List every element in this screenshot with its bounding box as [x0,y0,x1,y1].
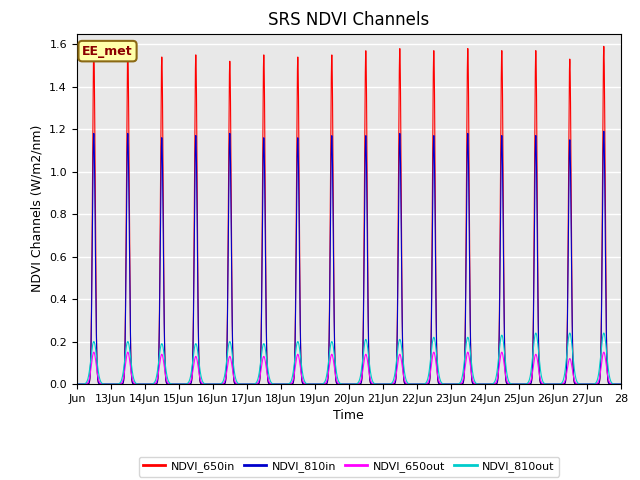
NDVI_810out [506,379,513,385]
NDVI_650out [419,381,426,387]
NDVI_810in [270,381,278,387]
NDVI_810in [100,381,108,387]
NDVI_650in [270,381,278,387]
NDVI_650out [100,381,108,387]
Line: NDVI_650in: NDVI_650in [77,47,621,384]
NDVI_810out [395,340,403,346]
Legend: NDVI_650in, NDVI_810in, NDVI_650out, NDVI_810out: NDVI_650in, NDVI_810in, NDVI_650out, NDV… [139,457,559,477]
Line: NDVI_650out: NDVI_650out [77,352,621,384]
NDVI_810out [73,381,81,387]
NDVI_650out [270,381,278,387]
NDVI_650in [617,381,625,387]
NDVI_650out [73,381,81,387]
NDVI_650in [419,381,426,387]
NDVI_810in [419,381,426,387]
Line: NDVI_810out: NDVI_810out [77,333,621,384]
NDVI_810out [600,330,607,336]
NDVI_650out [506,381,513,386]
NDVI_810in [73,381,81,387]
X-axis label: Time: Time [333,409,364,422]
NDVI_810in [506,381,513,387]
NDVI_650out [617,381,625,387]
Text: EE_met: EE_met [82,45,133,58]
NDVI_650in [506,381,513,387]
NDVI_650in [100,381,108,387]
Y-axis label: NDVI Channels (W/m2/nm): NDVI Channels (W/m2/nm) [31,125,44,292]
Line: NDVI_810in: NDVI_810in [77,132,621,384]
NDVI_650out [476,381,484,387]
NDVI_810out [100,381,108,387]
NDVI_650in [600,44,607,49]
NDVI_650in [73,381,81,387]
NDVI_810out [270,381,278,387]
NDVI_810out [476,381,484,387]
NDVI_650out [90,349,98,355]
NDVI_810in [617,381,625,387]
Title: SRS NDVI Channels: SRS NDVI Channels [268,11,429,29]
NDVI_650out [395,354,403,360]
NDVI_650in [476,381,484,387]
NDVI_810in [600,129,607,134]
NDVI_810in [476,381,484,387]
NDVI_650in [395,142,403,147]
NDVI_810in [395,196,403,202]
NDVI_810out [617,381,625,387]
NDVI_810out [419,381,426,387]
